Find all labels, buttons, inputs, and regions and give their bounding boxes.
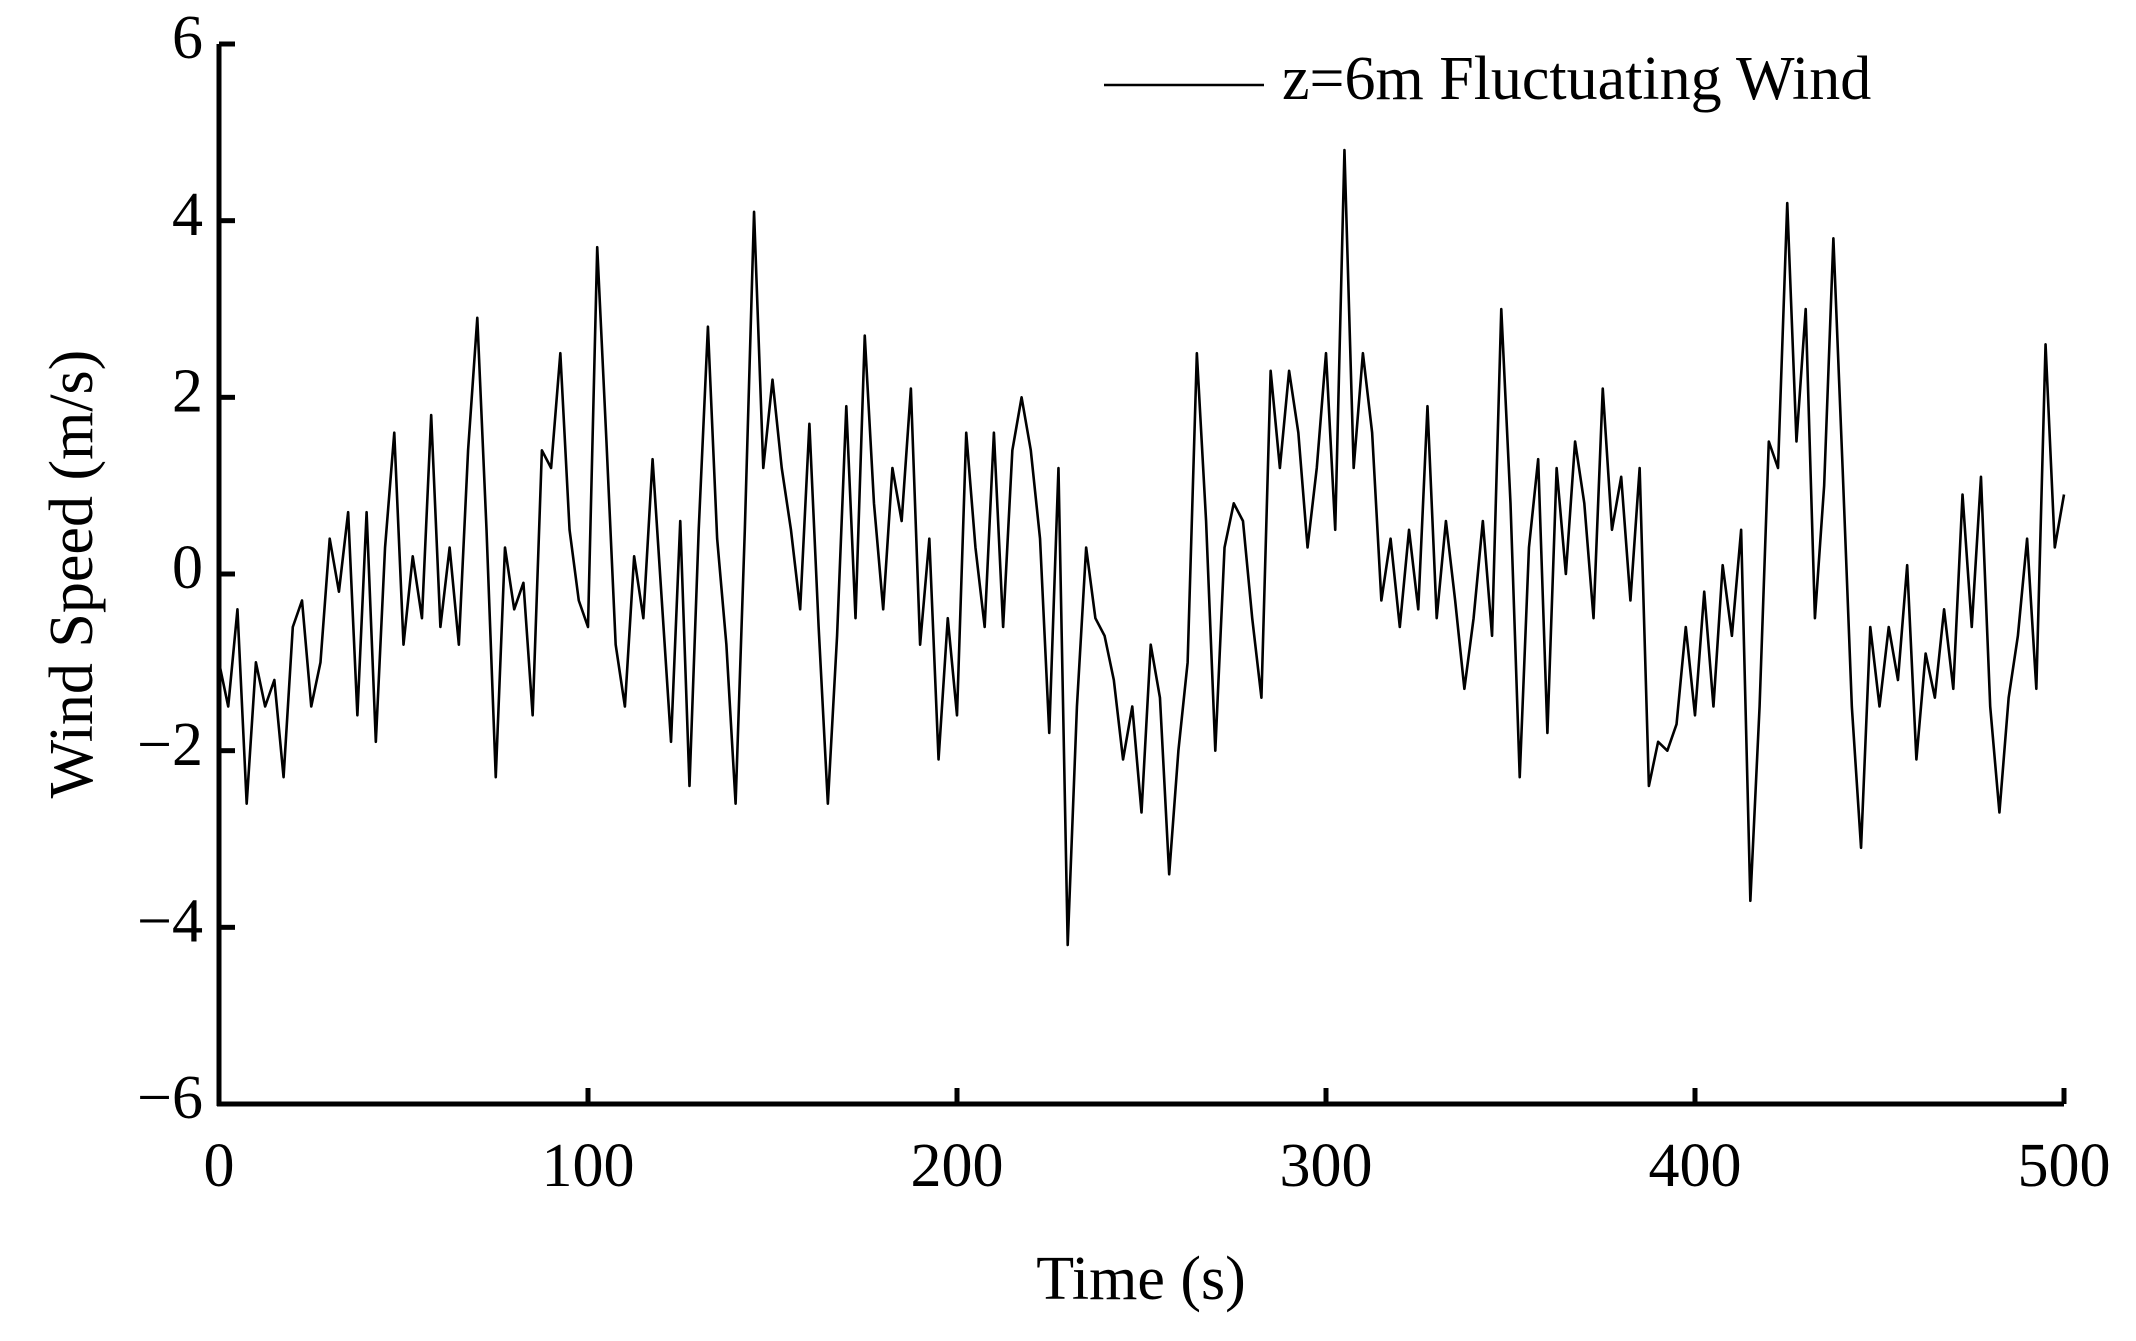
line-series bbox=[217, 148, 2066, 947]
y-tick-label: −4 bbox=[137, 888, 203, 956]
x-tick-label: 400 bbox=[1649, 1132, 1742, 1200]
x-tick-label: 0 bbox=[204, 1132, 235, 1200]
y-tick-label: 6 bbox=[172, 4, 203, 72]
x-tick-label: 100 bbox=[542, 1132, 635, 1200]
y-tick-label: 4 bbox=[172, 181, 203, 249]
y-tick-label: 2 bbox=[172, 358, 203, 426]
x-tick-label: 200 bbox=[911, 1132, 1004, 1200]
y-tick-label: −6 bbox=[137, 1064, 203, 1132]
x-tick-label: 300 bbox=[1280, 1132, 1373, 1200]
y-tick-label: −2 bbox=[137, 711, 203, 779]
y-tick-label: 0 bbox=[172, 534, 203, 602]
legend-label: z=6m Fluctuating Wind bbox=[1282, 45, 1871, 113]
x-tick-label: 500 bbox=[2018, 1132, 2111, 1200]
y-axis-title: Wind Speed (m/s) bbox=[38, 350, 106, 799]
x-axis-title: Time (s) bbox=[1036, 1245, 1246, 1313]
